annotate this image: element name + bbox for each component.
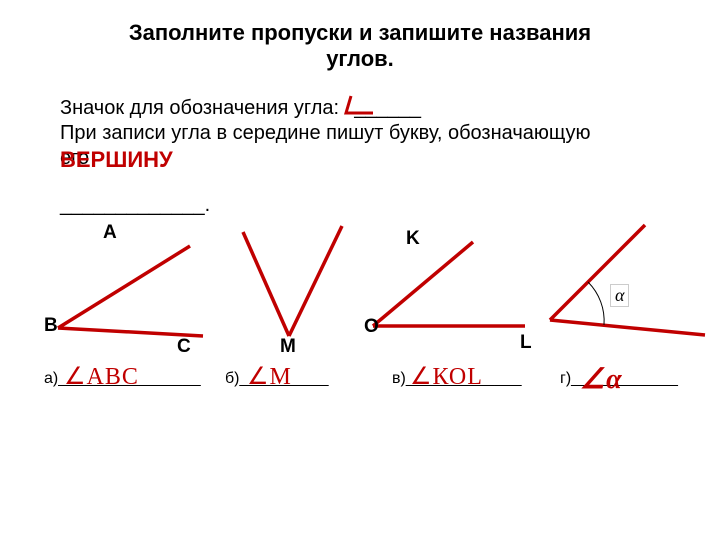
answer-b: ∠М bbox=[247, 362, 292, 391]
label-B: В bbox=[44, 315, 58, 337]
label-alpha: α bbox=[610, 284, 629, 307]
answer-c: ∠КОL bbox=[410, 362, 483, 391]
answer-d-alpha: α bbox=[606, 364, 623, 395]
caption-b: б)__________ ∠М bbox=[225, 370, 328, 388]
angle-b-figure bbox=[237, 226, 357, 346]
page-title: Заполните пропуски и запишите названия у… bbox=[0, 20, 720, 72]
caption-c-prefix: в) bbox=[392, 370, 406, 387]
vertex-answer: ВЕРШИНУ bbox=[60, 147, 170, 172]
caption-b-prefix: б) bbox=[225, 370, 240, 387]
alpha-glyph: α bbox=[615, 285, 624, 305]
label-K: K bbox=[406, 228, 420, 250]
line2: При записи угла в середине пишут букву, … bbox=[60, 122, 591, 144]
label-A: А bbox=[103, 222, 117, 244]
caption-c: в)_____________ ∠КОL bbox=[392, 370, 522, 388]
caption-d-prefix: г) bbox=[560, 370, 571, 387]
title-line2: углов. bbox=[326, 46, 394, 71]
answer-a: ∠АВС bbox=[64, 362, 139, 391]
caption-d: г)____________ ∠α bbox=[560, 370, 678, 388]
label-M: М bbox=[280, 336, 296, 358]
label-C: С bbox=[177, 336, 191, 358]
caption-a-prefix: а) bbox=[44, 370, 58, 387]
title-line1: Заполните пропуски и запишите названия bbox=[129, 20, 591, 45]
angle-symbol-inline bbox=[345, 95, 385, 117]
line1-pre: Значок для обозначения угла: bbox=[60, 97, 345, 119]
long-blank: _____________. bbox=[60, 194, 210, 217]
label-O: O bbox=[364, 316, 379, 338]
label-L: L bbox=[520, 332, 532, 354]
answer-d: ∠α bbox=[580, 362, 623, 396]
angle-a-figure bbox=[50, 236, 210, 346]
angle-c-figure bbox=[365, 236, 535, 336]
caption-a: а)________________ ∠АВС bbox=[44, 370, 201, 388]
